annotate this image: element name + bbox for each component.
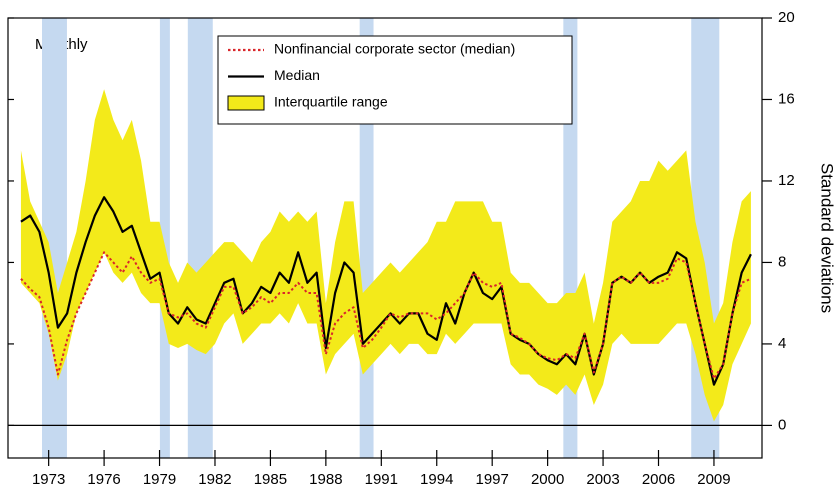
legend-box <box>217 35 573 125</box>
legend-swatch <box>227 95 265 111</box>
x-tick-label: 1973 <box>32 471 65 488</box>
x-tick-label: 1988 <box>309 471 342 488</box>
x-tick-label: 1979 <box>143 471 176 488</box>
x-tick-label: 1997 <box>475 471 508 488</box>
x-tick-label: 2003 <box>586 471 619 488</box>
x-tick-label: 2009 <box>697 471 730 488</box>
legend-label: Nonfinancial corporate sector (median) <box>274 41 515 57</box>
y-tick-label: 16 <box>778 90 795 107</box>
y-tick-label: 0 <box>778 416 786 433</box>
y-tick-label: 20 <box>778 9 795 26</box>
y-tick-label: 8 <box>778 253 786 270</box>
x-tick-label: 1976 <box>87 471 120 488</box>
x-tick-label: 1985 <box>254 471 287 488</box>
x-tick-label: 1982 <box>198 471 231 488</box>
x-tick-label: 2006 <box>642 471 675 488</box>
shaded-period <box>187 18 213 458</box>
y-tick-label: 12 <box>778 172 795 189</box>
x-tick-label: 1994 <box>420 471 453 488</box>
shaded-period <box>159 18 170 458</box>
x-tick-label: 1991 <box>365 471 398 488</box>
y-axis-label: Standard deviations <box>818 163 837 313</box>
series-line <box>20 196 752 386</box>
x-tick-label: 2000 <box>531 471 564 488</box>
legend-label: Median <box>274 67 320 83</box>
interquartile-band <box>20 89 751 422</box>
plot-frame <box>7 17 763 459</box>
y-tick-label: 4 <box>778 335 786 352</box>
legend-label: Interquartile range <box>274 94 388 110</box>
